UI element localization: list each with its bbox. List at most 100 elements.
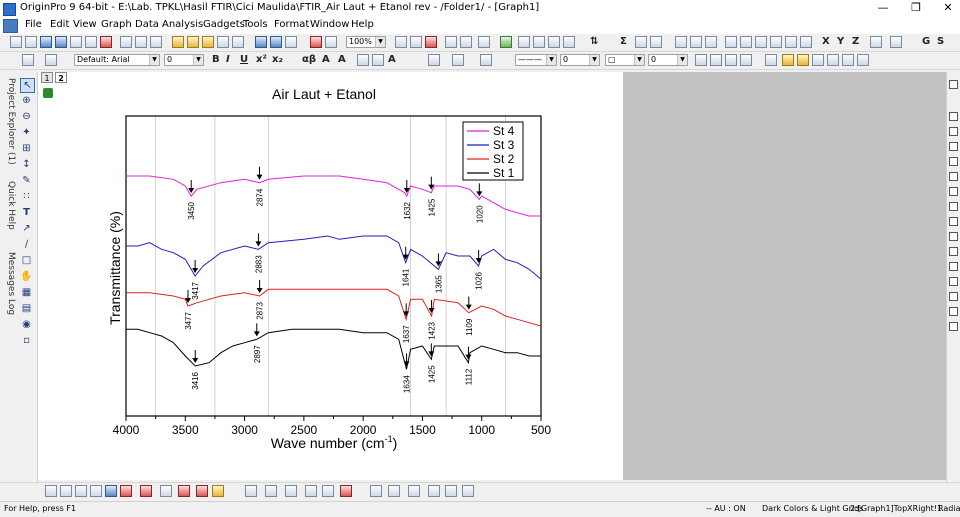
import-icon[interactable]: [255, 36, 267, 48]
font-select[interactable]: Default: Arial ▼: [74, 54, 160, 66]
align-icon[interactable]: [857, 54, 869, 66]
layer-tab-2[interactable]: 2: [55, 72, 67, 83]
border-icon[interactable]: [710, 54, 722, 66]
merge-graph-icon[interactable]: [949, 262, 958, 271]
menu-edit[interactable]: Edit: [50, 19, 70, 30]
new-folder-icon[interactable]: [25, 36, 37, 48]
vector-icon[interactable]: [428, 485, 440, 497]
arrange-layers-icon[interactable]: [949, 307, 958, 316]
plot-setup-icon[interactable]: [949, 127, 958, 136]
open-template-icon[interactable]: [187, 36, 199, 48]
code-builder-icon[interactable]: [500, 36, 512, 48]
symbol-size-select[interactable]: 0 ▼: [648, 54, 688, 66]
data-selector-icon[interactable]: ↕: [22, 159, 31, 170]
sigma-icon[interactable]: Σ: [620, 36, 627, 47]
sort-icon[interactable]: [650, 36, 662, 48]
tab-quick-help[interactable]: Quick Help: [6, 180, 16, 230]
y-axis-icon[interactable]: Y: [837, 36, 845, 47]
open-icon[interactable]: [172, 36, 184, 48]
menu-help[interactable]: Help: [351, 19, 374, 30]
menu-graph[interactable]: Graph: [101, 19, 132, 30]
highlight-icon[interactable]: [782, 54, 794, 66]
new-layer-icon[interactable]: [949, 217, 958, 226]
zoom-select[interactable]: 100% ▼: [346, 36, 386, 48]
line-symbol-plot-icon[interactable]: [75, 485, 87, 497]
set-column-icon[interactable]: [675, 36, 687, 48]
area-plot-icon[interactable]: [160, 485, 172, 497]
new-layout-icon[interactable]: [120, 36, 132, 48]
object-manager-icon[interactable]: [949, 80, 958, 89]
vertical-panel-icon[interactable]: [340, 485, 352, 497]
command-window-icon[interactable]: [478, 36, 490, 48]
new-graph-icon[interactable]: [70, 36, 82, 48]
decrease-font-icon[interactable]: A: [338, 54, 346, 65]
extract-layer-icon[interactable]: [949, 277, 958, 286]
new-excel-icon[interactable]: [55, 36, 67, 48]
scatter-plot-icon[interactable]: [60, 485, 72, 497]
layer-info-icon[interactable]: [563, 36, 575, 48]
line-color-icon[interactable]: [480, 54, 492, 66]
send-backward-icon[interactable]: [842, 54, 854, 66]
line-width-select[interactable]: 0 ▼: [560, 54, 600, 66]
arrow-draw-icon[interactable]: ↗: [22, 223, 31, 234]
menu-analysis[interactable]: Analysis: [162, 19, 204, 30]
subscript-icon[interactable]: x₂: [272, 54, 283, 65]
scale-bar-icon[interactable]: [949, 187, 958, 196]
multi-panel-icon[interactable]: [245, 485, 257, 497]
group-icon[interactable]: G: [922, 36, 931, 47]
pattern-fill-icon[interactable]: [695, 54, 707, 66]
bring-forward-icon[interactable]: [827, 54, 839, 66]
polar-plot-icon[interactable]: [196, 485, 208, 497]
pattern-icon[interactable]: [452, 54, 464, 66]
new-notes-icon[interactable]: [135, 36, 147, 48]
stack-panel-icon[interactable]: [265, 485, 277, 497]
print-icon[interactable]: [310, 36, 322, 48]
align-left-icon[interactable]: [357, 54, 369, 66]
stacked-plot-icon[interactable]: [140, 485, 152, 497]
font-color-icon[interactable]: A: [388, 54, 396, 65]
color-fill-icon[interactable]: [425, 36, 437, 48]
increase-font-icon[interactable]: A: [322, 54, 330, 65]
menu-tools[interactable]: Tools: [243, 19, 268, 30]
timestamp-icon[interactable]: [949, 202, 958, 211]
hand-icon[interactable]: ✋: [20, 271, 33, 282]
bold-icon[interactable]: B: [212, 54, 220, 65]
set-y-icon[interactable]: [705, 36, 717, 48]
arrow-tool-icon[interactable]: [765, 54, 777, 66]
open-excel-icon[interactable]: [202, 36, 214, 48]
recalculate-icon[interactable]: [285, 36, 297, 48]
italic-icon[interactable]: I: [226, 54, 230, 65]
tab-project-explorer[interactable]: Project Explorer (1): [6, 78, 16, 165]
column-chart-icon[interactable]: [725, 36, 737, 48]
pie-chart-icon[interactable]: [178, 485, 190, 497]
clipboard-icon[interactable]: ▫: [23, 335, 30, 346]
box-chart-icon[interactable]: [445, 485, 457, 497]
menu-format[interactable]: Format: [274, 19, 310, 30]
align-center-icon[interactable]: [372, 54, 384, 66]
histogram-icon[interactable]: [462, 485, 474, 497]
statistics-icon[interactable]: [635, 36, 647, 48]
front-icon[interactable]: [725, 54, 737, 66]
pointer-icon[interactable]: ↖: [20, 78, 35, 93]
bar-chart-icon[interactable]: [740, 36, 752, 48]
zoom-out-icon[interactable]: ⊖: [22, 111, 31, 122]
unmask-icon[interactable]: [785, 36, 797, 48]
import-wizard-icon[interactable]: [270, 36, 282, 48]
ungroup-icon[interactable]: [812, 54, 824, 66]
graph-window[interactable]: 1 2 Air Laut + Etanol Wave number (cm-1)…: [38, 72, 623, 480]
data-reader-icon[interactable]: ⊞: [22, 143, 31, 154]
duplicate-window-icon[interactable]: [410, 36, 422, 48]
add-right-y-icon[interactable]: [949, 247, 958, 256]
mask-icon[interactable]: [770, 36, 782, 48]
zoom-in-icon[interactable]: ⊕: [22, 95, 31, 106]
font-size-select[interactable]: 0 ▼: [164, 54, 204, 66]
add-top-x-icon[interactable]: [949, 232, 958, 241]
color-scale-icon[interactable]: [949, 172, 958, 181]
line-style-select[interactable]: ——— ▼: [515, 54, 557, 66]
object-icon[interactable]: ◉: [22, 319, 31, 330]
add-text-icon[interactable]: [518, 36, 530, 48]
template-library-icon[interactable]: [212, 485, 224, 497]
line-plot-icon[interactable]: [45, 485, 57, 497]
bar-plot-icon[interactable]: [120, 485, 132, 497]
regional-mask-icon[interactable]: ∷: [23, 191, 30, 202]
